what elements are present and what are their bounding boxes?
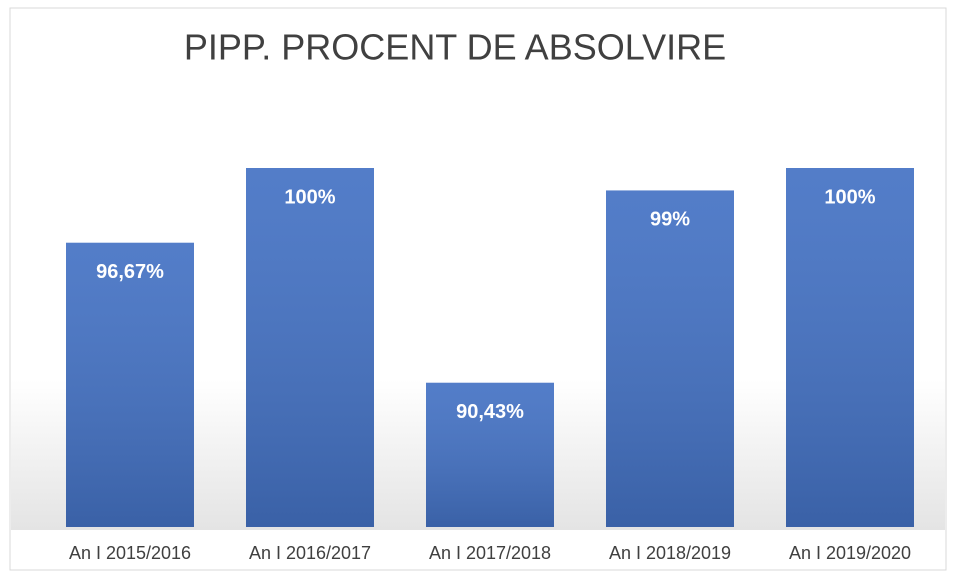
data-label: 100% — [824, 186, 875, 208]
data-label: 96,67% — [96, 261, 164, 283]
chart-title: PIPP. PROCENT DE ABSOLVIRE — [184, 27, 726, 68]
x-tick-label: An I 2018/2019 — [609, 543, 731, 563]
data-label: 99% — [650, 209, 690, 231]
x-tick-label: An I 2015/2016 — [69, 543, 191, 563]
x-tick-label: An I 2017/2018 — [429, 543, 551, 563]
bar-shade — [66, 242, 194, 528]
bar-shade — [606, 190, 734, 527]
x-tick-label: An I 2019/2020 — [789, 543, 911, 563]
data-label: 100% — [284, 186, 335, 208]
bar-shade — [246, 168, 374, 527]
bar-shade — [786, 168, 914, 527]
x-tick-label: An I 2016/2017 — [249, 543, 371, 563]
bar-shade — [426, 382, 554, 527]
data-label: 90,43% — [456, 401, 524, 423]
